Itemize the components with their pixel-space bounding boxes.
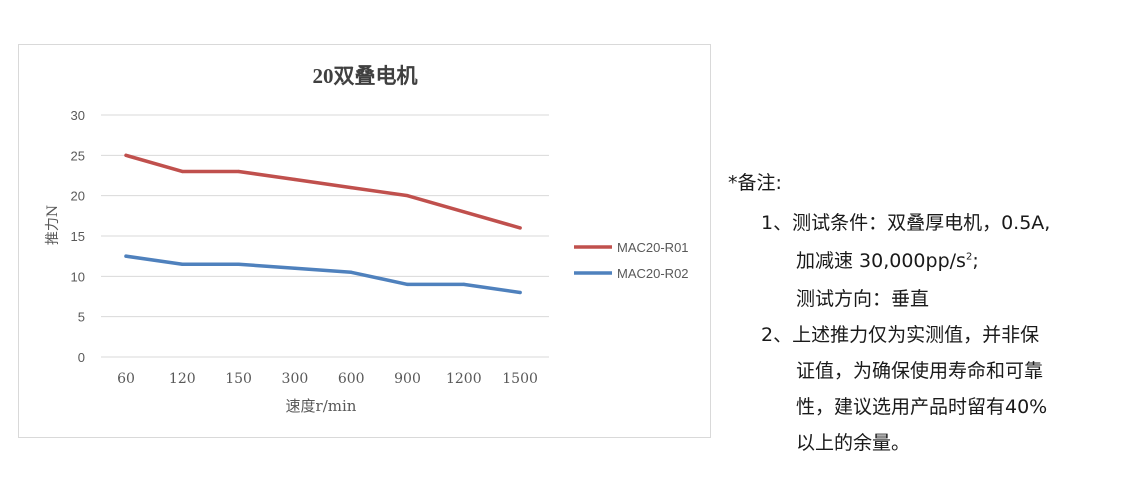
note-item-2-line-3: 性，建议选用产品时留有40% [796, 396, 1048, 418]
x-tick-900: 900 [394, 371, 421, 387]
data-point-MAC20-R02-300 [293, 266, 297, 270]
x-tick-300: 300 [282, 371, 309, 387]
data-point-MAC20-R02-120 [180, 262, 184, 266]
data-point-MAC20-R01-1200 [462, 210, 466, 214]
data-point-MAC20-R01-150 [237, 169, 241, 174]
data-point-MAC20-R02-150 [237, 262, 241, 266]
chart-frame: 20双叠电机 0 5 10 15 20 25 30 60 120 150 300 600 900 120… [18, 44, 711, 438]
chart-title: 20双叠电机 [313, 64, 418, 88]
line-chart: 20双叠电机 0 5 10 15 20 25 30 60 120 150 300 600 900 120… [45, 64, 689, 415]
y-tick-0: 0 [78, 350, 85, 365]
x-tick-120: 120 [169, 371, 196, 387]
data-point-MAC20-R01-300 [293, 177, 297, 182]
data-point-MAC20-R01-120 [180, 169, 184, 174]
series-lines [124, 153, 522, 295]
data-point-MAC20-R02-600 [349, 270, 353, 274]
note-item-1-line-2-text: 加减速 30,000pp/s [796, 250, 966, 272]
note-item-1-line-1: 1、测试条件：双叠厚电机，0.5A, [761, 212, 1051, 234]
note-item-2-line-4: 以上的余量。 [796, 432, 911, 454]
y-axis-label: 推力N [45, 205, 61, 245]
x-axis-label: 速度r/min [286, 397, 357, 415]
note-item-1-line-2-end: ; [972, 250, 979, 272]
note-item-1-line-2: 加减速 30,000pp/s2; [796, 246, 979, 273]
x-tick-60: 60 [117, 371, 135, 387]
x-tick-150: 150 [225, 371, 252, 387]
series-line-MAC20-R02 [124, 254, 522, 295]
notes-heading: *备注: [728, 172, 782, 194]
data-point-MAC20-R01-900 [405, 194, 410, 198]
data-point-MAC20-R02-1200 [462, 282, 466, 286]
y-tick-10: 10 [71, 269, 85, 284]
y-tick-labels: 0 5 10 15 20 25 30 [71, 108, 85, 365]
legend-label-MAC20-R02: MAC20-R02 [617, 266, 689, 281]
data-point-MAC20-R01-600 [349, 186, 353, 190]
y-tick-30: 30 [71, 108, 85, 123]
grid-lines [101, 114, 549, 358]
x-tick-1500: 1500 [502, 371, 538, 387]
y-tick-5: 5 [78, 310, 85, 325]
note-item-2-line-2: 证值，为确保使用寿命和可靠 [796, 360, 1044, 382]
data-point-MAC20-R01-1500 [518, 226, 522, 230]
legend: MAC20-R01 MAC20-R02 [574, 240, 689, 281]
x-tick-labels: 60 120 150 300 600 900 1200 1500 [117, 371, 538, 387]
note-item-1-line-3: 测试方向：垂直 [796, 288, 930, 310]
x-tick-1200: 1200 [446, 371, 482, 387]
series-line-MAC20-R01 [124, 153, 522, 230]
y-tick-20: 20 [71, 189, 85, 204]
y-tick-25: 25 [71, 148, 85, 163]
data-point-MAC20-R01-60 [124, 153, 128, 157]
data-point-MAC20-R02-1500 [518, 290, 522, 295]
legend-label-MAC20-R01: MAC20-R01 [617, 240, 689, 255]
data-point-MAC20-R02-60 [124, 254, 128, 258]
y-tick-15: 15 [71, 229, 85, 244]
data-point-MAC20-R02-900 [405, 282, 410, 286]
superscript-2: 2 [965, 251, 973, 263]
note-item-2-line-1: 2、上述推力仅为实测值，并非保 [761, 324, 1040, 346]
x-tick-600: 600 [338, 371, 365, 387]
